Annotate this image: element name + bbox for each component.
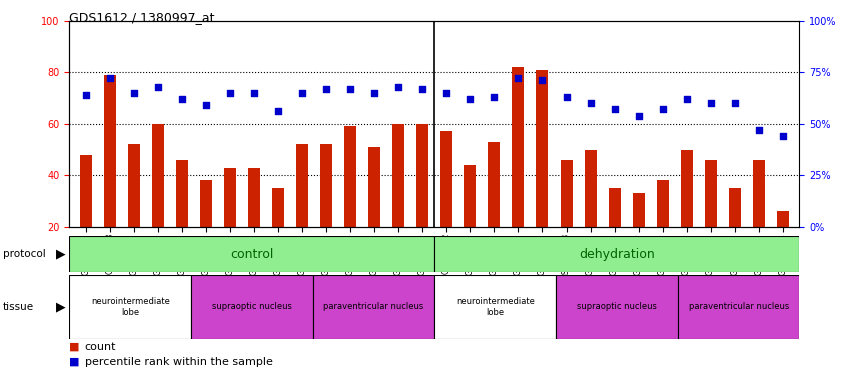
Bar [201, 180, 212, 278]
Bar [69, 274, 191, 339]
Point [103, 75, 117, 81]
Text: protocol: protocol [3, 249, 46, 259]
Bar [296, 144, 308, 278]
Point [680, 96, 694, 102]
Bar [561, 160, 573, 278]
Point [656, 106, 669, 112]
Point [151, 84, 165, 90]
Text: ▶: ▶ [56, 248, 65, 261]
Text: dehydration: dehydration [579, 248, 655, 261]
Point [487, 94, 501, 100]
Text: percentile rank within the sample: percentile rank within the sample [85, 357, 272, 367]
Point [320, 86, 333, 92]
Bar [69, 236, 434, 272]
Bar [680, 150, 693, 278]
Bar [321, 144, 332, 278]
Bar [777, 211, 788, 278]
Point [392, 84, 405, 90]
Point [440, 90, 453, 96]
Point [776, 133, 789, 139]
Bar [313, 274, 434, 339]
Bar [368, 147, 381, 278]
Bar [416, 124, 428, 278]
Bar [656, 180, 668, 278]
Bar [488, 142, 501, 278]
Bar [464, 165, 476, 278]
Point [200, 102, 213, 108]
Bar [176, 160, 189, 278]
Text: paraventricular nucleus: paraventricular nucleus [323, 302, 424, 311]
Bar [753, 160, 765, 278]
Bar [248, 168, 261, 278]
Point [272, 108, 285, 114]
Bar [513, 67, 525, 278]
Text: control: control [230, 248, 273, 261]
Text: supraoptic nucleus: supraoptic nucleus [212, 302, 292, 311]
Point [728, 100, 741, 106]
Bar [434, 274, 556, 339]
Point [536, 78, 549, 84]
Text: neurointermediate
lobe: neurointermediate lobe [456, 297, 535, 316]
Text: count: count [85, 342, 116, 352]
Point [752, 127, 766, 133]
Point [175, 96, 189, 102]
Bar [434, 236, 799, 272]
Text: supraoptic nucleus: supraoptic nucleus [577, 302, 656, 311]
Bar [80, 154, 92, 278]
Bar [678, 274, 799, 339]
Point [368, 90, 382, 96]
Point [560, 94, 574, 100]
Bar [272, 188, 284, 278]
Bar [441, 132, 453, 278]
Bar [585, 150, 596, 278]
Text: ▶: ▶ [56, 300, 65, 313]
Text: neurointermediate
lobe: neurointermediate lobe [91, 297, 170, 316]
Text: GDS1612 / 1380997_at: GDS1612 / 1380997_at [69, 11, 215, 24]
Bar [191, 274, 313, 339]
Point [295, 90, 309, 96]
Text: ■: ■ [69, 342, 80, 352]
Point [248, 90, 261, 96]
Bar [705, 160, 717, 278]
Bar [344, 126, 356, 278]
Text: paraventricular nucleus: paraventricular nucleus [689, 302, 788, 311]
Bar [728, 188, 740, 278]
Point [584, 100, 597, 106]
Point [632, 112, 645, 118]
Point [607, 106, 621, 112]
Text: ■: ■ [69, 357, 80, 367]
Point [80, 92, 93, 98]
Bar [129, 144, 140, 278]
Bar [633, 194, 645, 278]
Bar [536, 70, 548, 278]
Bar [556, 274, 678, 339]
Point [464, 96, 477, 102]
Point [704, 100, 717, 106]
Text: tissue: tissue [3, 302, 34, 312]
Bar [608, 188, 621, 278]
Bar [152, 124, 164, 278]
Point [128, 90, 141, 96]
Point [415, 86, 429, 92]
Point [343, 86, 357, 92]
Point [223, 90, 237, 96]
Point [512, 75, 525, 81]
Bar [393, 124, 404, 278]
Bar [104, 75, 116, 278]
Bar [224, 168, 236, 278]
